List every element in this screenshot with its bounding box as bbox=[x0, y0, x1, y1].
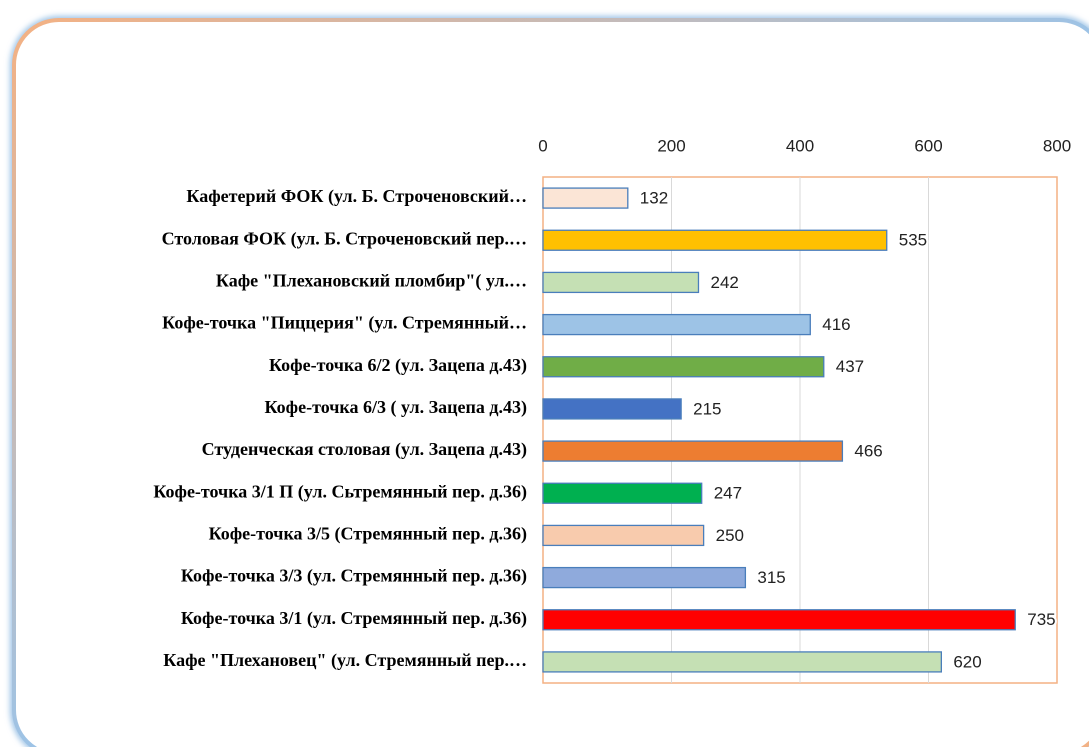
value-label: 242 bbox=[710, 273, 738, 292]
y-tick-label: Студенческая столовая (ул. Зацепа д.43) bbox=[202, 439, 527, 460]
value-label: 416 bbox=[822, 315, 850, 334]
bar bbox=[542, 187, 629, 209]
bar bbox=[542, 313, 811, 336]
value-label: 250 bbox=[716, 526, 744, 545]
y-tick-label: Кафетерий ФОК (ул. Б. Строченовский… bbox=[186, 186, 527, 207]
value-label: 466 bbox=[854, 442, 882, 461]
x-tick-label: 0 bbox=[538, 136, 547, 155]
bar bbox=[542, 356, 825, 378]
value-label: 535 bbox=[899, 231, 927, 250]
bar bbox=[542, 609, 1016, 631]
frame bbox=[12, 18, 1089, 747]
x-tick-label: 600 bbox=[914, 136, 942, 155]
value-label: 315 bbox=[757, 568, 785, 587]
y-tick-label: Кофе-точка 6/2 (ул. Зацепа д.43) bbox=[269, 355, 527, 376]
x-tick-label: 400 bbox=[786, 136, 814, 155]
value-label: 132 bbox=[640, 189, 668, 208]
value-label: 437 bbox=[836, 357, 864, 376]
value-label: 735 bbox=[1027, 610, 1055, 629]
bar bbox=[542, 271, 700, 294]
value-label: 215 bbox=[693, 399, 721, 418]
bar bbox=[542, 482, 703, 504]
y-tick-label: Кофе-точка 3/1 (ул. Стремянный пер. д.36… bbox=[181, 608, 527, 629]
x-tick-label: 200 bbox=[657, 136, 685, 155]
bar bbox=[542, 398, 682, 420]
y-tick-label: Кофе-точка 3/3 (ул. Стремянный пер. д.36… bbox=[181, 566, 527, 587]
y-tick-label: Кафе "Плехановец" (ул. Стремянный пер.… bbox=[163, 650, 527, 671]
y-tick-label: Столовая ФОК (ул. Б. Строченовский пер.… bbox=[162, 228, 527, 249]
bar bbox=[542, 651, 943, 673]
y-tick-label: Кофе-точка 3/1 П (ул. Сьтремянный пер. д… bbox=[153, 481, 527, 502]
bar bbox=[542, 566, 747, 589]
y-tick-label: Кофе-точка 6/3 ( ул. Зацепа д.43) bbox=[265, 397, 527, 418]
value-label: 620 bbox=[953, 652, 981, 671]
y-tick-label: Кофе-точка 3/5 (Стремянный пер. д.36) bbox=[209, 524, 527, 545]
bar bbox=[542, 440, 844, 462]
bar bbox=[542, 524, 705, 547]
y-tick-label: Кафе "Плехановский пломбир"( ул.… bbox=[216, 271, 527, 292]
x-tick-label: 800 bbox=[1043, 136, 1071, 155]
y-tick-label: Кофе-точка "Пиццерия" (ул. Стремянный… bbox=[162, 313, 527, 334]
bar bbox=[542, 229, 888, 251]
value-label: 247 bbox=[714, 484, 742, 503]
